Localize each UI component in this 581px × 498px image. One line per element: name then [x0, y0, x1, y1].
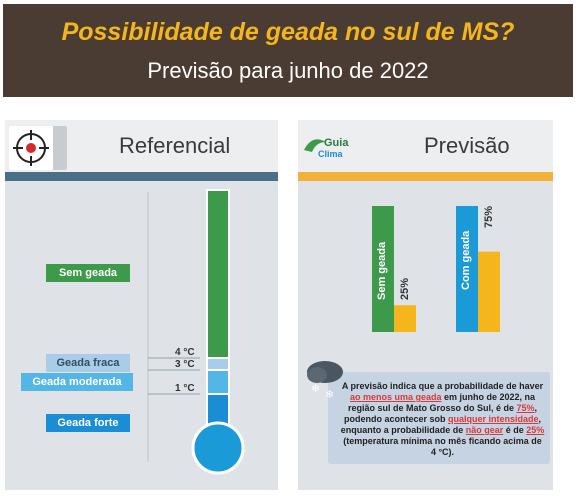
forecast-note-box [328, 372, 550, 464]
svg-text:❄: ❄ [325, 388, 334, 400]
previsao-header: Guia Clima Previsão [298, 120, 553, 181]
svg-text:Clima: Clima [318, 149, 344, 159]
bar-label-sem-geada: Sem geada [376, 241, 388, 300]
snow-cloud-icon: ❄ ❄ [303, 356, 349, 405]
svg-text:Guia: Guia [324, 137, 349, 149]
legend-geada-moderada: Geada moderada [21, 373, 133, 391]
legend-sem-geada: Sem geada [46, 264, 130, 282]
previsao-title: Previsão [424, 133, 510, 158]
value-label-sem-geada: 25% [399, 277, 411, 300]
guia-clima-logo: Guia Clima [302, 132, 358, 167]
temp-3c: 3 °C [175, 359, 195, 370]
legend-geada-forte: Geada forte [46, 414, 130, 432]
category-bar-com-geada [456, 206, 478, 332]
referencial-title: Referencial [119, 133, 231, 158]
category-bar-sem-geada [372, 206, 394, 332]
header-banner: Possibilidade de geada no sul de MS? Pre… [3, 4, 573, 97]
forecast-note-text: A previsão indica que a probabilidade de… [340, 381, 545, 457]
page-subtitle: Previsão para junho de 2022 [147, 58, 429, 83]
legend-geada-fraca: Geada fraca [46, 354, 130, 372]
temp-1c: 1 °C [175, 383, 195, 394]
header-accent-bar [5, 172, 278, 181]
value-bar-sem-geada [394, 305, 416, 332]
bar-label-com-geada: Com geada [460, 230, 472, 290]
svg-text:❄: ❄ [311, 382, 320, 395]
value-bar-com-geada [478, 251, 500, 332]
value-label-com-geada: 75% [483, 205, 495, 228]
target-icon [9, 126, 67, 170]
referencial-header: Referencial [5, 120, 278, 181]
temp-4c: 4 °C [175, 347, 195, 358]
page-title: Possibilidade de geada no sul de MS? [61, 18, 515, 46]
header-accent-bar [298, 172, 553, 181]
